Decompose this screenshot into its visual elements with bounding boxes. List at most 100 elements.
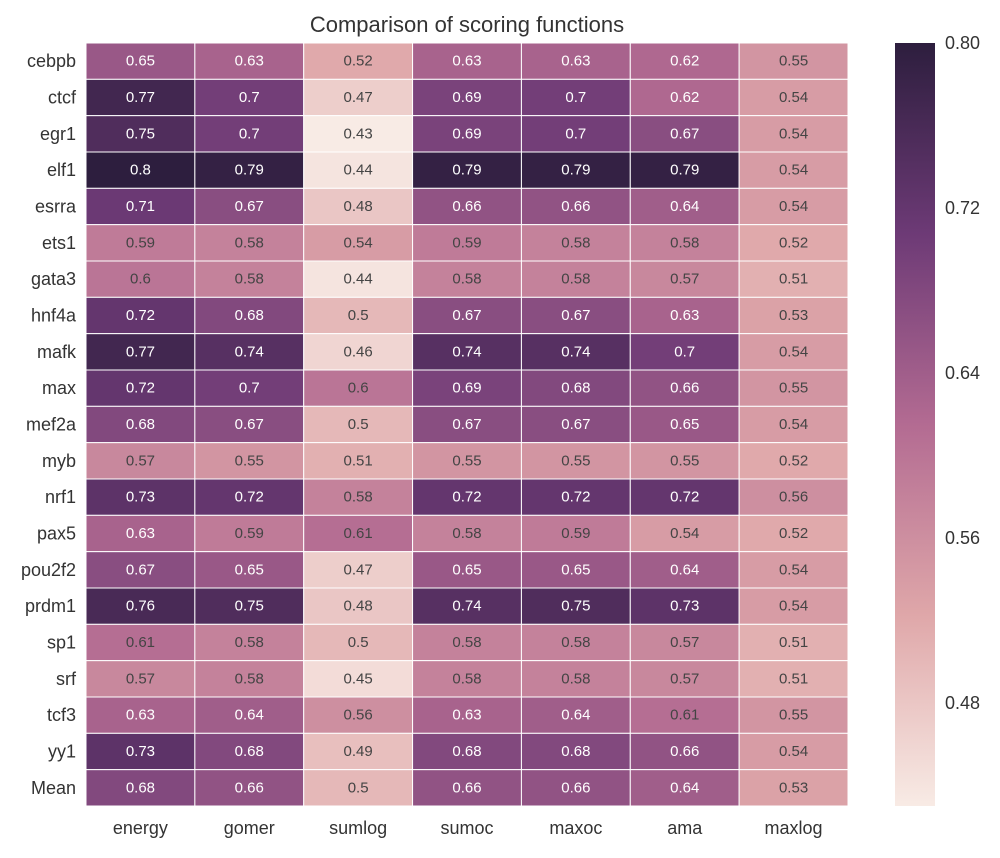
heatmap-cell [85,151,196,189]
heatmap-cell [738,260,849,298]
heatmap-cell [303,405,414,444]
heatmap-cell [194,224,305,262]
cell-value-label: 0.63 [126,707,155,724]
heatmap-cell [303,187,414,226]
cell-value-label: 0.8 [130,162,151,179]
heatmap-cell [194,442,305,480]
cell-value-label: 0.5 [348,634,369,651]
cell-value-label: 0.54 [670,525,699,542]
heatmap-cell [85,187,196,226]
cell-value-label: 0.73 [670,598,699,615]
heatmap-cell [738,514,849,553]
heatmap-cell [738,115,849,153]
heatmap-cell [303,623,414,662]
row-label: yy1 [48,742,76,762]
heatmap-cell [520,296,631,335]
heatmap-cell [412,369,522,407]
cell-value-label: 0.75 [126,125,155,142]
row-label: sp1 [47,633,76,653]
heatmap-cell [194,551,305,589]
cell-value-label: 0.6 [130,271,151,288]
cell-value-label: 0.58 [344,489,373,506]
cell-value-label: 0.79 [561,162,590,179]
cell-value-label: 0.57 [670,670,699,687]
row-label: ets1 [42,233,76,253]
cell-value-label: 0.54 [344,234,373,251]
cell-value-label: 0.59 [126,234,155,251]
chart-title: Comparison of scoring functions [309,12,625,37]
column-label: sumlog [329,818,387,838]
cell-value-label: 0.53 [779,779,808,796]
heatmap-cell [738,696,849,734]
cell-value-label: 0.68 [561,743,590,760]
heatmap-cell [629,732,740,771]
cell-value-label: 0.79 [670,162,699,179]
cell-value-label: 0.55 [779,707,808,724]
cell-value-label: 0.77 [126,89,155,106]
cell-value-label: 0.52 [344,53,373,70]
column-label: gomer [224,818,275,838]
cell-value-label: 0.65 [235,561,264,578]
heatmap-cell [194,115,305,153]
cell-value-label: 0.66 [235,779,264,796]
cell-value-label: 0.48 [344,198,373,215]
heatmap-cell [520,514,631,553]
heatmap-cell [194,660,305,698]
cell-value-label: 0.63 [561,53,590,70]
cell-value-label: 0.64 [670,561,699,578]
cell-value-label: 0.58 [235,271,264,288]
column-labels: energy gomer sumlog sumoc maxoc ama maxlog [113,818,823,838]
cell-value-label: 0.51 [344,452,373,469]
cell-value-label: 0.57 [126,452,155,469]
heatmap-cell [629,514,740,553]
heatmap-cell [520,551,631,589]
cell-value-label: 0.58 [452,525,481,542]
heatmap-cell [520,696,631,734]
heatmap-cell [738,442,849,480]
heatmap-cell [412,514,522,553]
cell-value-label: 0.63 [126,525,155,542]
cell-value-label: 0.44 [344,162,373,179]
cell-value-label: 0.65 [452,561,481,578]
cell-value-label: 0.67 [561,307,590,324]
colorbar-tick-label: 0.64 [945,363,980,383]
cell-value-label: 0.67 [126,561,155,578]
row-label: egr1 [40,124,76,144]
heatmap-cell [85,551,196,589]
heatmap-cell [520,224,631,262]
row-label: mef2a [26,415,77,435]
column-label: maxoc [549,818,602,838]
heatmap-cell [85,696,196,734]
heatmap-cell [85,260,196,298]
heatmap-cell [85,478,196,516]
colorbar-gradient [895,43,935,806]
cell-value-label: 0.52 [779,525,808,542]
cell-value-label: 0.5 [348,307,369,324]
heatmap-cell [412,551,522,589]
heatmap-cell [629,551,740,589]
heatmap-cell [194,732,305,771]
heatmap-cell [738,151,849,189]
cell-value-label: 0.52 [779,452,808,469]
cell-value-label: 0.55 [452,452,481,469]
cell-value-label: 0.59 [452,234,481,251]
colorbar-tick-label: 0.72 [945,198,980,218]
cell-value-label: 0.74 [561,343,590,360]
heatmap-cell [629,442,740,480]
heatmap-cell [738,732,849,771]
cell-value-label: 0.53 [779,307,808,324]
heatmap-cell [738,660,849,698]
row-label: pax5 [37,524,76,544]
cell-value-label: 0.58 [235,670,264,687]
cell-value-label: 0.79 [235,162,264,179]
cell-value-label: 0.65 [561,561,590,578]
cell-value-label: 0.55 [779,53,808,70]
cell-value-label: 0.68 [561,380,590,397]
cell-value-label: 0.61 [344,525,373,542]
cell-value-label: 0.79 [452,162,481,179]
cell-value-label: 0.58 [235,234,264,251]
row-label: Mean [31,778,76,798]
cell-value-label: 0.66 [561,198,590,215]
cell-value-label: 0.66 [670,743,699,760]
